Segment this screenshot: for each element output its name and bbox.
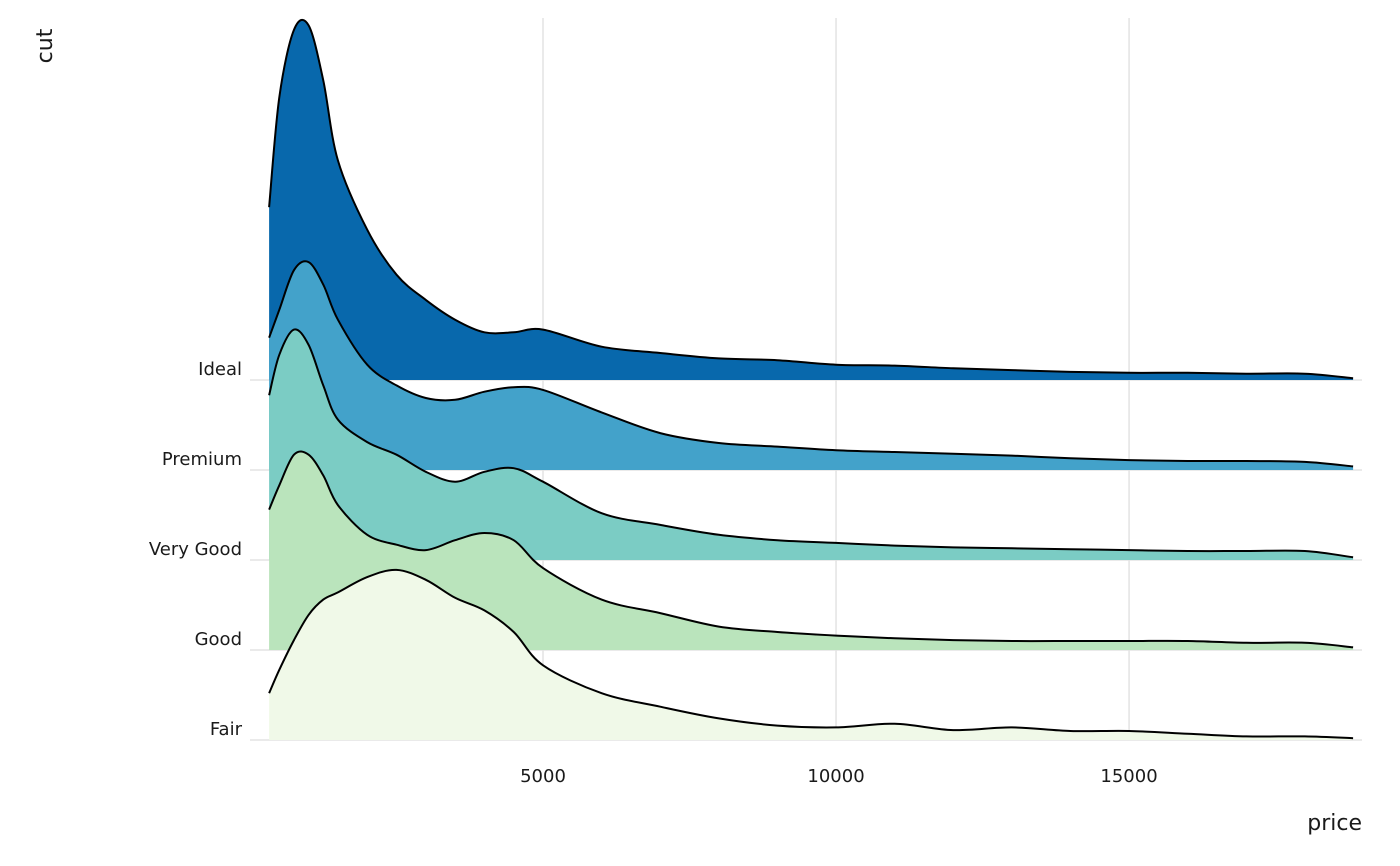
ridge-area bbox=[269, 19, 1354, 380]
ridge-line bbox=[268, 18, 1354, 380]
x-axis-title: price bbox=[1307, 811, 1362, 836]
y-tick-label: Fair bbox=[210, 719, 243, 740]
ridge-line bbox=[268, 568, 1354, 740]
ridge-area bbox=[269, 261, 1354, 470]
y-axis-title: cut bbox=[33, 28, 58, 63]
x-tick-label: 5000 bbox=[520, 766, 566, 787]
ridge-area bbox=[269, 329, 1354, 560]
ridge-line bbox=[268, 260, 1354, 468]
ridge-line bbox=[268, 328, 1354, 559]
ridge-area bbox=[269, 451, 1354, 650]
ridge-line bbox=[268, 450, 1354, 649]
y-tick-label: Premium bbox=[162, 449, 242, 470]
y-tick-label: Ideal bbox=[198, 359, 242, 380]
y-tick-label: Good bbox=[195, 629, 242, 650]
x-tick-label: 10000 bbox=[807, 766, 864, 787]
x-tick-label: 15000 bbox=[1100, 766, 1157, 787]
y-tick-label: Very Good bbox=[149, 539, 242, 560]
ridge-area bbox=[269, 569, 1354, 740]
